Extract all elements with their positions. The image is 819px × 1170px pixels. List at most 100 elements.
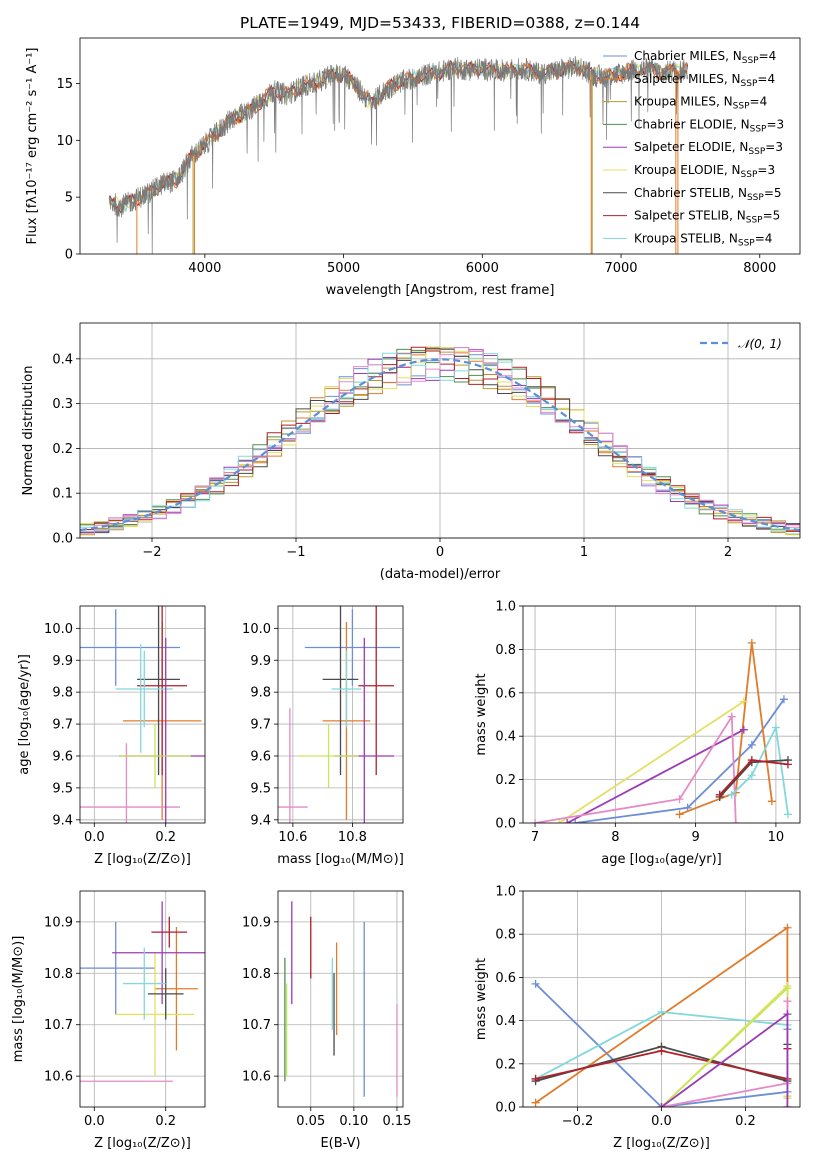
x-tick-label: 0.2 xyxy=(155,1114,176,1129)
y-tick-label: 0.4 xyxy=(495,1014,516,1029)
x-tick-label: 0.0 xyxy=(84,1114,105,1129)
x-tick-label: 0.05 xyxy=(296,1114,325,1129)
weight-marker xyxy=(657,1046,666,1055)
weight-line xyxy=(575,698,785,823)
y-tick-label: 0.4 xyxy=(495,730,516,745)
legend-label: Kroupa MILES, NSSP=4 xyxy=(634,95,767,112)
y-tick-label: 1.0 xyxy=(495,885,516,900)
weight-marker xyxy=(571,819,580,823)
weight-marker xyxy=(675,810,684,819)
errorbar-point xyxy=(115,650,173,728)
x-tick-label: 0.0 xyxy=(84,830,105,845)
weight-series xyxy=(555,697,748,823)
y-tick-label: 10 xyxy=(56,134,73,149)
weight-line xyxy=(558,700,745,823)
x-tick-label: 2 xyxy=(724,545,732,560)
errorbar-point xyxy=(122,947,166,1020)
axes-frame xyxy=(522,605,801,824)
normal-curve xyxy=(80,358,800,532)
y-tick-label: 0.8 xyxy=(495,643,516,658)
legend-item: Chabrier ELODIE, NSSP=3 xyxy=(603,117,784,134)
weight-marker xyxy=(783,1103,792,1107)
weight-marker xyxy=(767,797,776,806)
x-tick-label: 9 xyxy=(691,830,699,845)
weight-marker xyxy=(783,923,792,932)
errorbar-point xyxy=(80,743,180,823)
legend-label-count: =5 xyxy=(764,186,782,200)
x-tick-label: −0.2 xyxy=(562,1114,594,1129)
legend-label-main: Chabrier ELODIE, N xyxy=(634,117,750,131)
y-tick-label: 15 xyxy=(56,77,73,92)
observed-spectrum-line xyxy=(108,55,688,254)
errorbar-point xyxy=(80,609,180,686)
y-axis-label: mass weight xyxy=(474,673,489,755)
errorbar-point xyxy=(119,724,191,788)
axes-frame xyxy=(277,605,404,824)
x-tick-label: 0.10 xyxy=(339,1114,368,1129)
plot-area xyxy=(531,923,792,1107)
x-tick-label: 6000 xyxy=(466,261,499,276)
legend-label: Salpeter MILES, NSSP=4 xyxy=(634,72,775,89)
y-tick-label: 0.2 xyxy=(495,773,516,788)
y-tick-label: 5 xyxy=(65,191,73,206)
chart-mass_vs_ebv: 0.05 0.10 0.15 10.6 10.7 10.8 10.9 E(B-V) xyxy=(242,890,411,1151)
errorbar-point xyxy=(155,927,198,1051)
y-tick-label: 0.0 xyxy=(495,1101,516,1116)
weight-line xyxy=(566,728,745,823)
legend-label-main: Chabrier MILES, N xyxy=(634,49,742,63)
grid-lines xyxy=(278,891,403,1107)
chart-age_vs_Z: 0.0 0.2 9.4 9.5 9.6 9.7 9.8 9.9 10.0 Z [log₁₀(Z/Z… xyxy=(17,605,206,867)
weight-marker xyxy=(783,810,792,819)
y-axis-label: age [log₁₀(age/yr)] xyxy=(17,654,32,775)
y-axis-label: mass [log₁₀(M/M⊙)] xyxy=(11,936,26,1063)
x-tick-label: 8 xyxy=(611,830,619,845)
axes-frame xyxy=(522,890,801,1108)
x-axis-label: (data-model)/error xyxy=(380,567,501,582)
weight-marker xyxy=(715,790,724,799)
errorbar-point xyxy=(137,606,188,776)
weight-marker xyxy=(771,723,780,732)
y-tick-label: 9.4 xyxy=(52,813,73,828)
legend-label-sub: SSP xyxy=(742,56,759,66)
weight-marker xyxy=(531,819,540,823)
legend-label: Chabrier STELIB, NSSP=5 xyxy=(634,186,782,203)
legend-label-main: Kroupa STELIB, N xyxy=(634,231,738,245)
legend-label: Chabrier ELODIE, NSSP=3 xyxy=(634,117,784,134)
y-tick-label: 0.0 xyxy=(52,532,73,547)
legend-label-main: Salpeter ELODIE, N xyxy=(634,140,748,154)
weight-marker xyxy=(783,760,792,769)
legend-label: Salpeter ELODIE, NSSP=3 xyxy=(634,140,783,157)
weight-marker xyxy=(727,712,736,721)
weight-marker xyxy=(747,638,756,647)
legend-label-count: =5 xyxy=(763,209,781,223)
y-tick-label: 10.8 xyxy=(44,967,73,982)
errorbar-point xyxy=(278,708,308,823)
y-tick-label: 0.1 xyxy=(52,487,73,502)
chart-weight_vs_Z: −0.2 0.0 0.2 0.0 0.2 0.4 0.6 0.8 1.0 Z [log₁₀(Z/Z… xyxy=(474,885,801,1151)
errorbar-point xyxy=(147,968,184,1020)
legend-label-main: Kroupa ELODIE, N xyxy=(634,163,741,177)
x-tick-label: 4000 xyxy=(188,261,221,276)
weight-marker xyxy=(675,795,684,804)
legend-label-sub: SSP xyxy=(748,147,765,157)
weight-series xyxy=(657,1010,792,1107)
x-tick-label: 0.2 xyxy=(155,830,176,845)
x-tick-label: −1 xyxy=(286,545,305,560)
legend-item: Kroupa MILES, NSSP=4 xyxy=(603,95,767,112)
y-tick-label: 0.0 xyxy=(495,817,516,832)
legend-label-count: =4 xyxy=(759,49,777,63)
y-tick-label: 10.6 xyxy=(242,1070,271,1085)
plot-area xyxy=(80,606,205,823)
legend-label-count: =3 xyxy=(757,163,775,177)
y-tick-label: 10.0 xyxy=(44,622,73,637)
y-tick-label: 9.9 xyxy=(250,654,271,669)
y-tick-label: 10.8 xyxy=(242,967,271,982)
legend-label-main: Salpeter MILES, N xyxy=(634,72,741,86)
grid-lines xyxy=(523,605,800,824)
y-axis-label: mass weight xyxy=(474,958,489,1040)
weight-series xyxy=(715,756,792,799)
chart-weight_vs_age: 7 8 9 10 0.0 0.2 0.4 0.6 0.8 1.0 age [log₁₀(age/yr… xyxy=(474,600,801,867)
y-tick-label: 9.5 xyxy=(52,781,73,796)
